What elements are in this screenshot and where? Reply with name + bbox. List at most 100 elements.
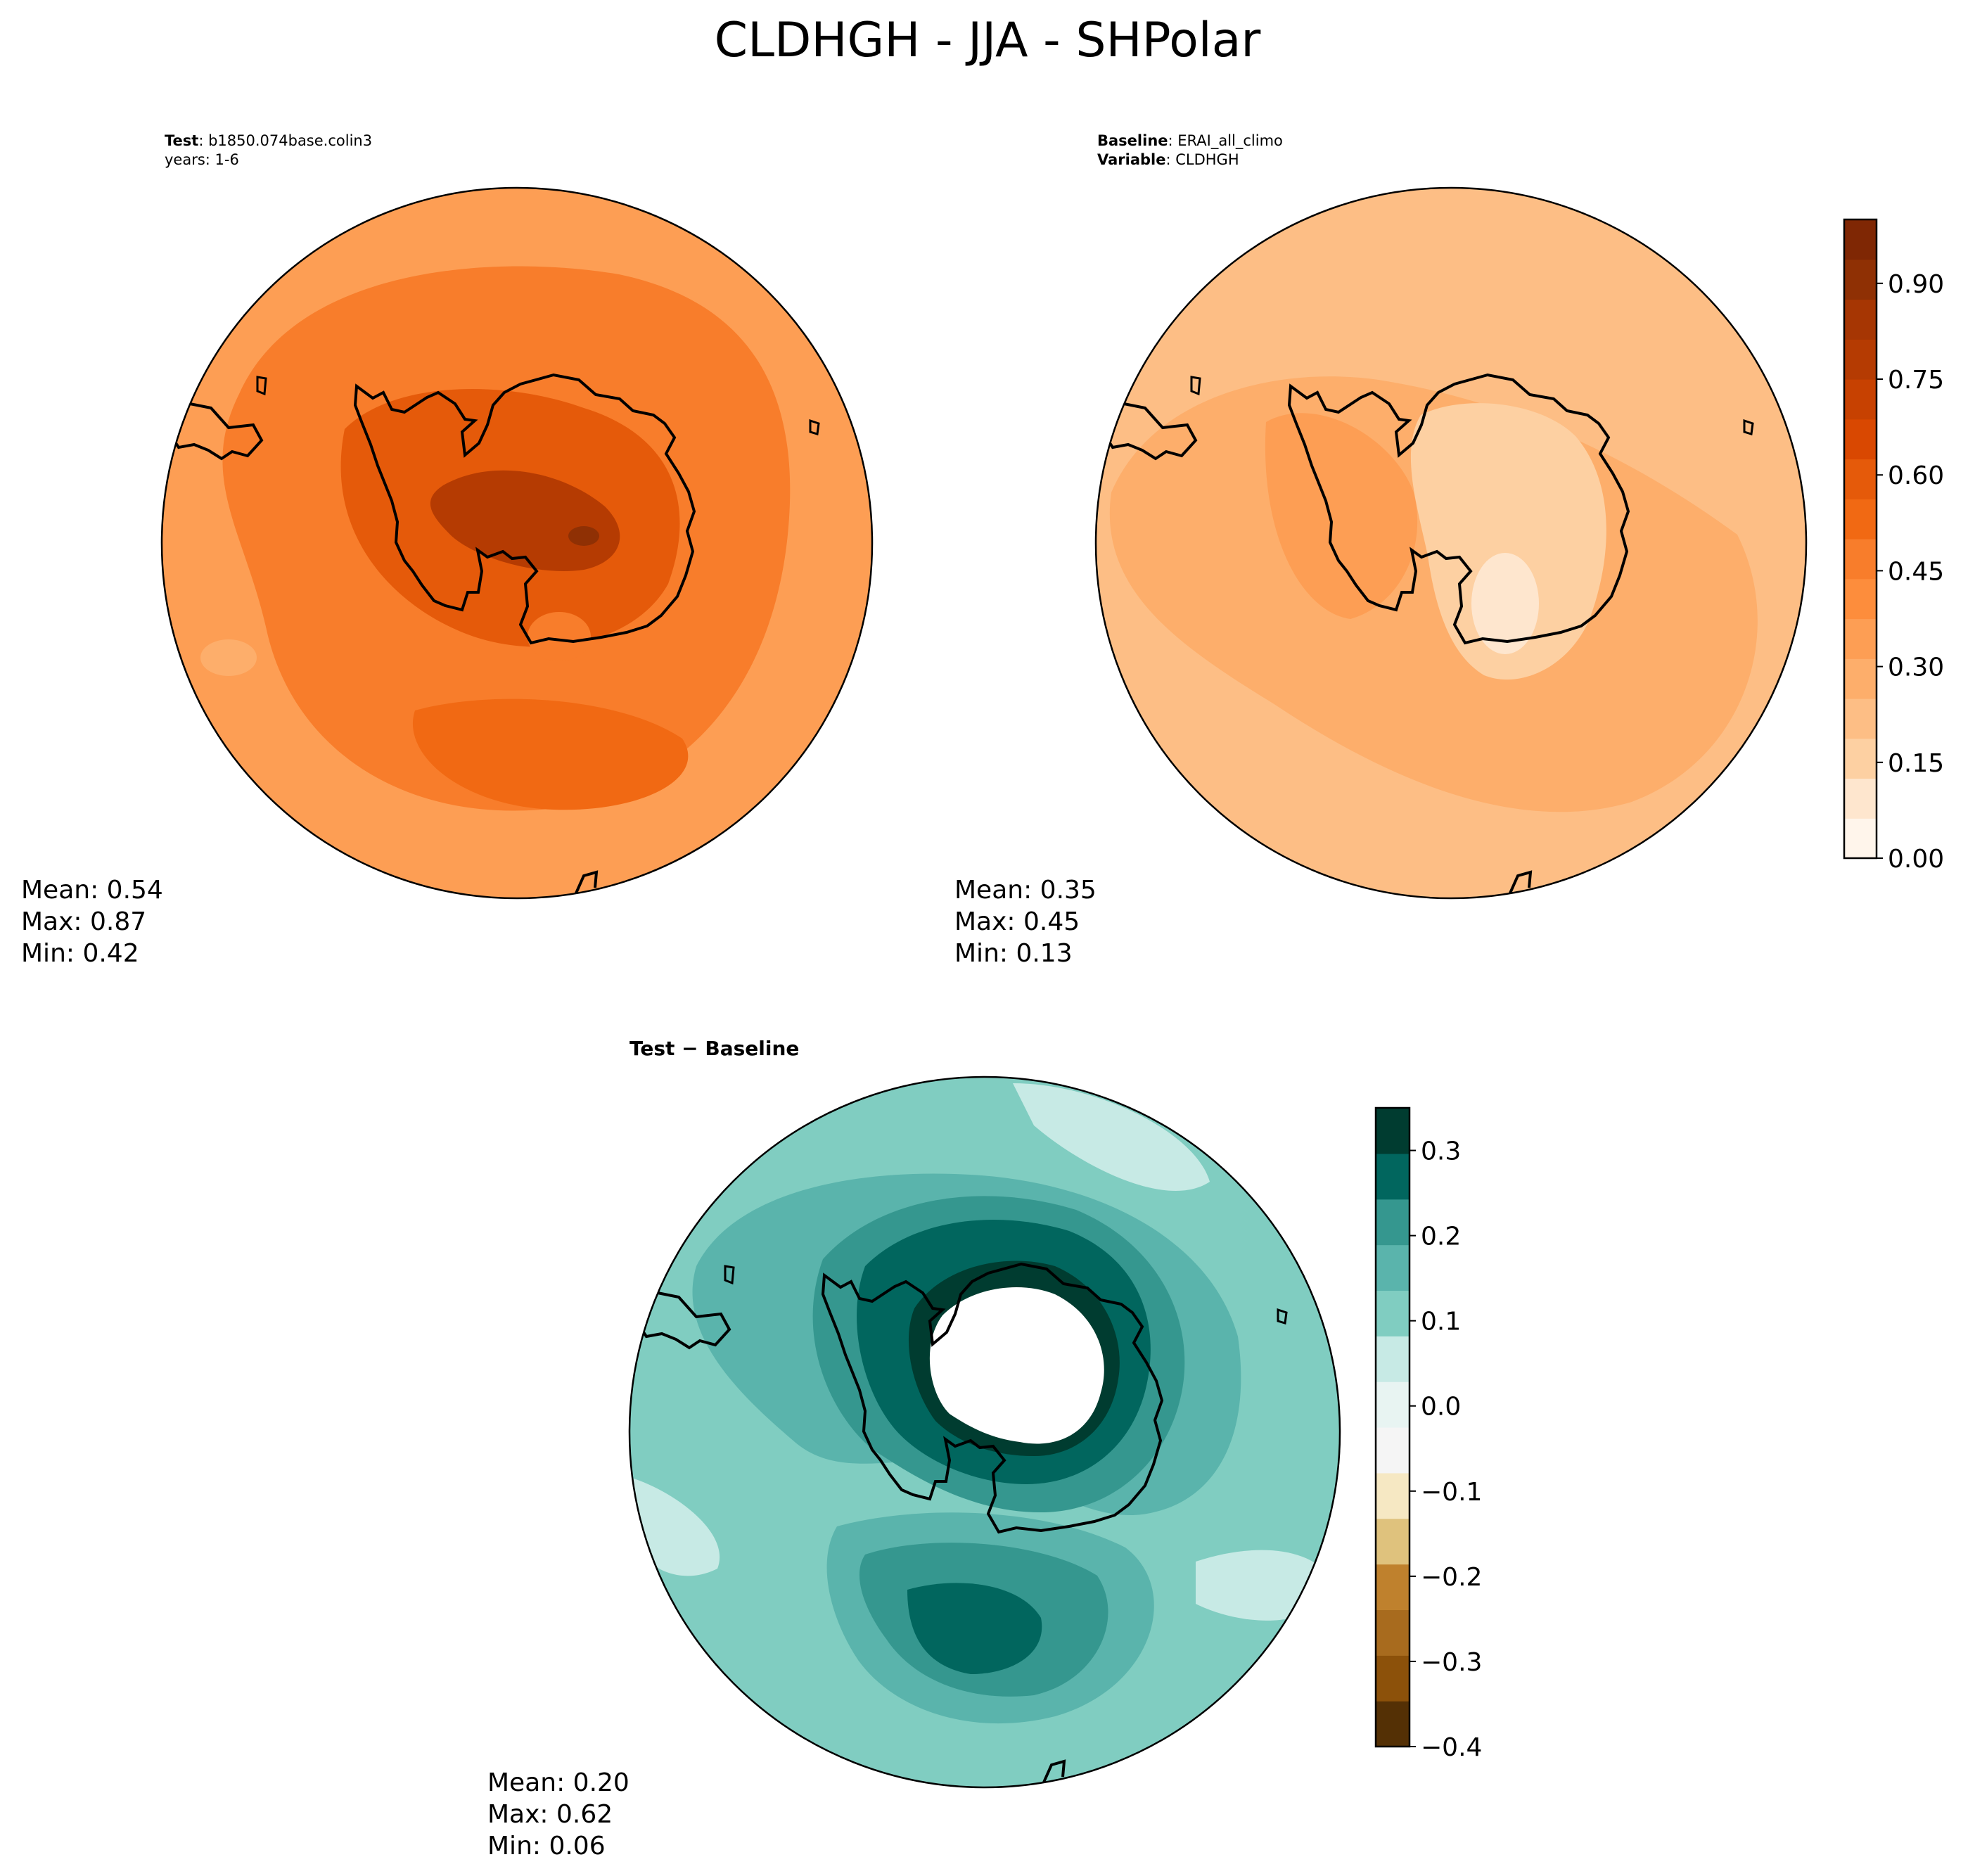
test-years: years: 1-6 [165,151,239,168]
baseline-island-1 [1190,376,1201,396]
test-island-1 [256,376,267,396]
diff-colorbar-swatch [1376,1199,1410,1246]
diff-field-unfilled-interior [929,1287,1104,1444]
baseline-label: Baseline: ERAI_all_climo [1097,132,1283,150]
diff-min: Min: 0.06 [487,1832,606,1861]
main-colorbar-swatch [1844,499,1877,540]
diff-field-light-1 [1013,1083,1210,1191]
main-colorbar-frame [1843,218,1878,860]
diff-island-1 [724,1265,735,1285]
diff-colorbar-tick-label: −0.2 [1421,1563,1482,1592]
diff-colorbar-swatch [1376,1472,1410,1519]
main-colorbar-swatch [1844,339,1877,380]
diff-colorbar-frame [1374,1106,1411,1748]
baseline-nz [1508,870,1533,895]
diff-colorbar-swatch [1376,1336,1410,1382]
diff-colorbar-tick-label: 0.1 [1421,1308,1461,1336]
main-colorbar-tick-label: 0.60 [1888,461,1944,490]
test-panel: Test: b1850.074base.colin3 years: 1-6 Me… [21,132,874,968]
diff-colorbar-swatch [1376,1655,1410,1702]
diff-colorbar-swatch [1376,1290,1410,1336]
diff-colorbar-swatch [1376,1427,1410,1474]
main-colorbar-tick-label: 0.00 [1888,845,1944,874]
diff-mean: Mean: 0.20 [487,1768,629,1797]
main-colorbar-tick-label: 0.75 [1888,366,1944,395]
diff-colorbar: 0.3 0.2 0.1 0.0 −0.1 −0.2 −0.3 −0.4 [1374,1106,1482,1762]
main-colorbar-swatch [1844,578,1877,620]
diff-south-america [635,1289,731,1350]
test-label-value: : b1850.074base.colin3 [198,132,372,149]
baseline-mean: Mean: 0.35 [954,876,1097,905]
variable-label-bold: Variable [1097,151,1165,168]
diff-colorbar-tick-label: 0.3 [1421,1137,1461,1166]
main-colorbar-swatch [1844,658,1877,699]
diff-colorbar-swatch [1376,1609,1410,1656]
main-colorbar-swatch [1844,618,1877,659]
baseline-label-value: : ERAI_all_climo [1168,132,1283,150]
baseline-south-america [1101,400,1198,461]
test-max: Max: 0.87 [21,907,146,936]
main-colorbar-swatch [1844,698,1877,739]
diff-colorbar-swatch [1376,1108,1410,1154]
test-label-bold: Test [165,132,198,149]
baseline-max: Max: 0.45 [954,907,1080,936]
diff-island-2 [1277,1308,1288,1325]
main-colorbar-swatch [1844,738,1877,779]
main-colorbar-tick-label: 0.15 [1888,749,1944,778]
diff-colorbar-tick-label: −0.4 [1421,1733,1482,1762]
main-colorbar-tick-label: 0.45 [1888,557,1944,586]
baseline-map-border [1094,186,1808,900]
baseline-label-bold: Baseline [1097,132,1168,149]
main-colorbar: 0.00 0.15 0.30 0.45 0.60 0.75 0.90 [1843,218,1944,874]
diff-field-light-2 [629,1477,720,1576]
diff-max: Max: 0.62 [487,1800,613,1829]
test-field-pacific [412,698,689,810]
main-colorbar-swatch [1844,379,1877,420]
test-field-peak [568,526,599,546]
baseline-min: Min: 0.13 [954,939,1073,968]
main-colorbar-swatch [1844,539,1877,580]
baseline-panel: Baseline: ERAI_all_climo Variable: CLDHG… [954,132,1944,968]
diff-map [629,1077,1340,1787]
baseline-island-2 [1743,419,1754,435]
main-colorbar-swatch [1844,778,1877,819]
diff-colorbar-swatch [1376,1382,1410,1428]
diff-field-pacific-peak [907,1583,1042,1674]
test-field-light-spot [528,612,591,661]
baseline-field-weddell [1265,413,1418,619]
diff-map-border [628,1076,1341,1789]
diff-nz [1042,1759,1066,1785]
test-map [162,188,872,898]
main-colorbar-swatch [1844,299,1877,340]
diff-title: Test − Baseline [629,1037,799,1060]
main-colorbar-swatch [1844,259,1877,300]
main-colorbar-swatch [1844,818,1877,859]
test-mean: Mean: 0.54 [21,876,163,905]
main-colorbar-swatch [1844,459,1877,499]
figure-title: CLDHGH - JJA - SHPolar [715,13,1261,68]
test-nz [574,870,599,895]
main-colorbar-tick-label: 0.90 [1888,270,1944,299]
test-map-border [160,186,874,900]
diff-colorbar-swatch [1376,1701,1410,1747]
test-field-light-spot-2 [200,639,257,676]
test-label: Test: b1850.074base.colin3 [165,132,372,149]
diff-colorbar-tick-label: −0.1 [1421,1478,1482,1507]
test-min: Min: 0.42 [21,939,139,968]
diff-panel: Test − Baseline Mean: 0.20 Max: 0.62 Min… [487,1037,1482,1861]
baseline-map [1096,188,1806,898]
baseline-field-minimum [1471,553,1539,654]
variable-label-value: : CLDHGH [1165,151,1239,168]
diff-colorbar-swatch [1376,1244,1410,1291]
test-south-america [167,400,264,461]
test-field-core [430,470,620,571]
diff-colorbar-swatch [1376,1564,1410,1611]
variable-label: Variable: CLDHGH [1097,151,1239,168]
diff-colorbar-tick-label: 0.0 [1421,1393,1461,1422]
diff-colorbar-swatch [1376,1518,1410,1565]
main-colorbar-swatch [1844,419,1877,460]
main-colorbar-tick-label: 0.30 [1888,653,1944,682]
main-colorbar-swatch [1844,219,1877,260]
test-island-2 [809,419,820,435]
